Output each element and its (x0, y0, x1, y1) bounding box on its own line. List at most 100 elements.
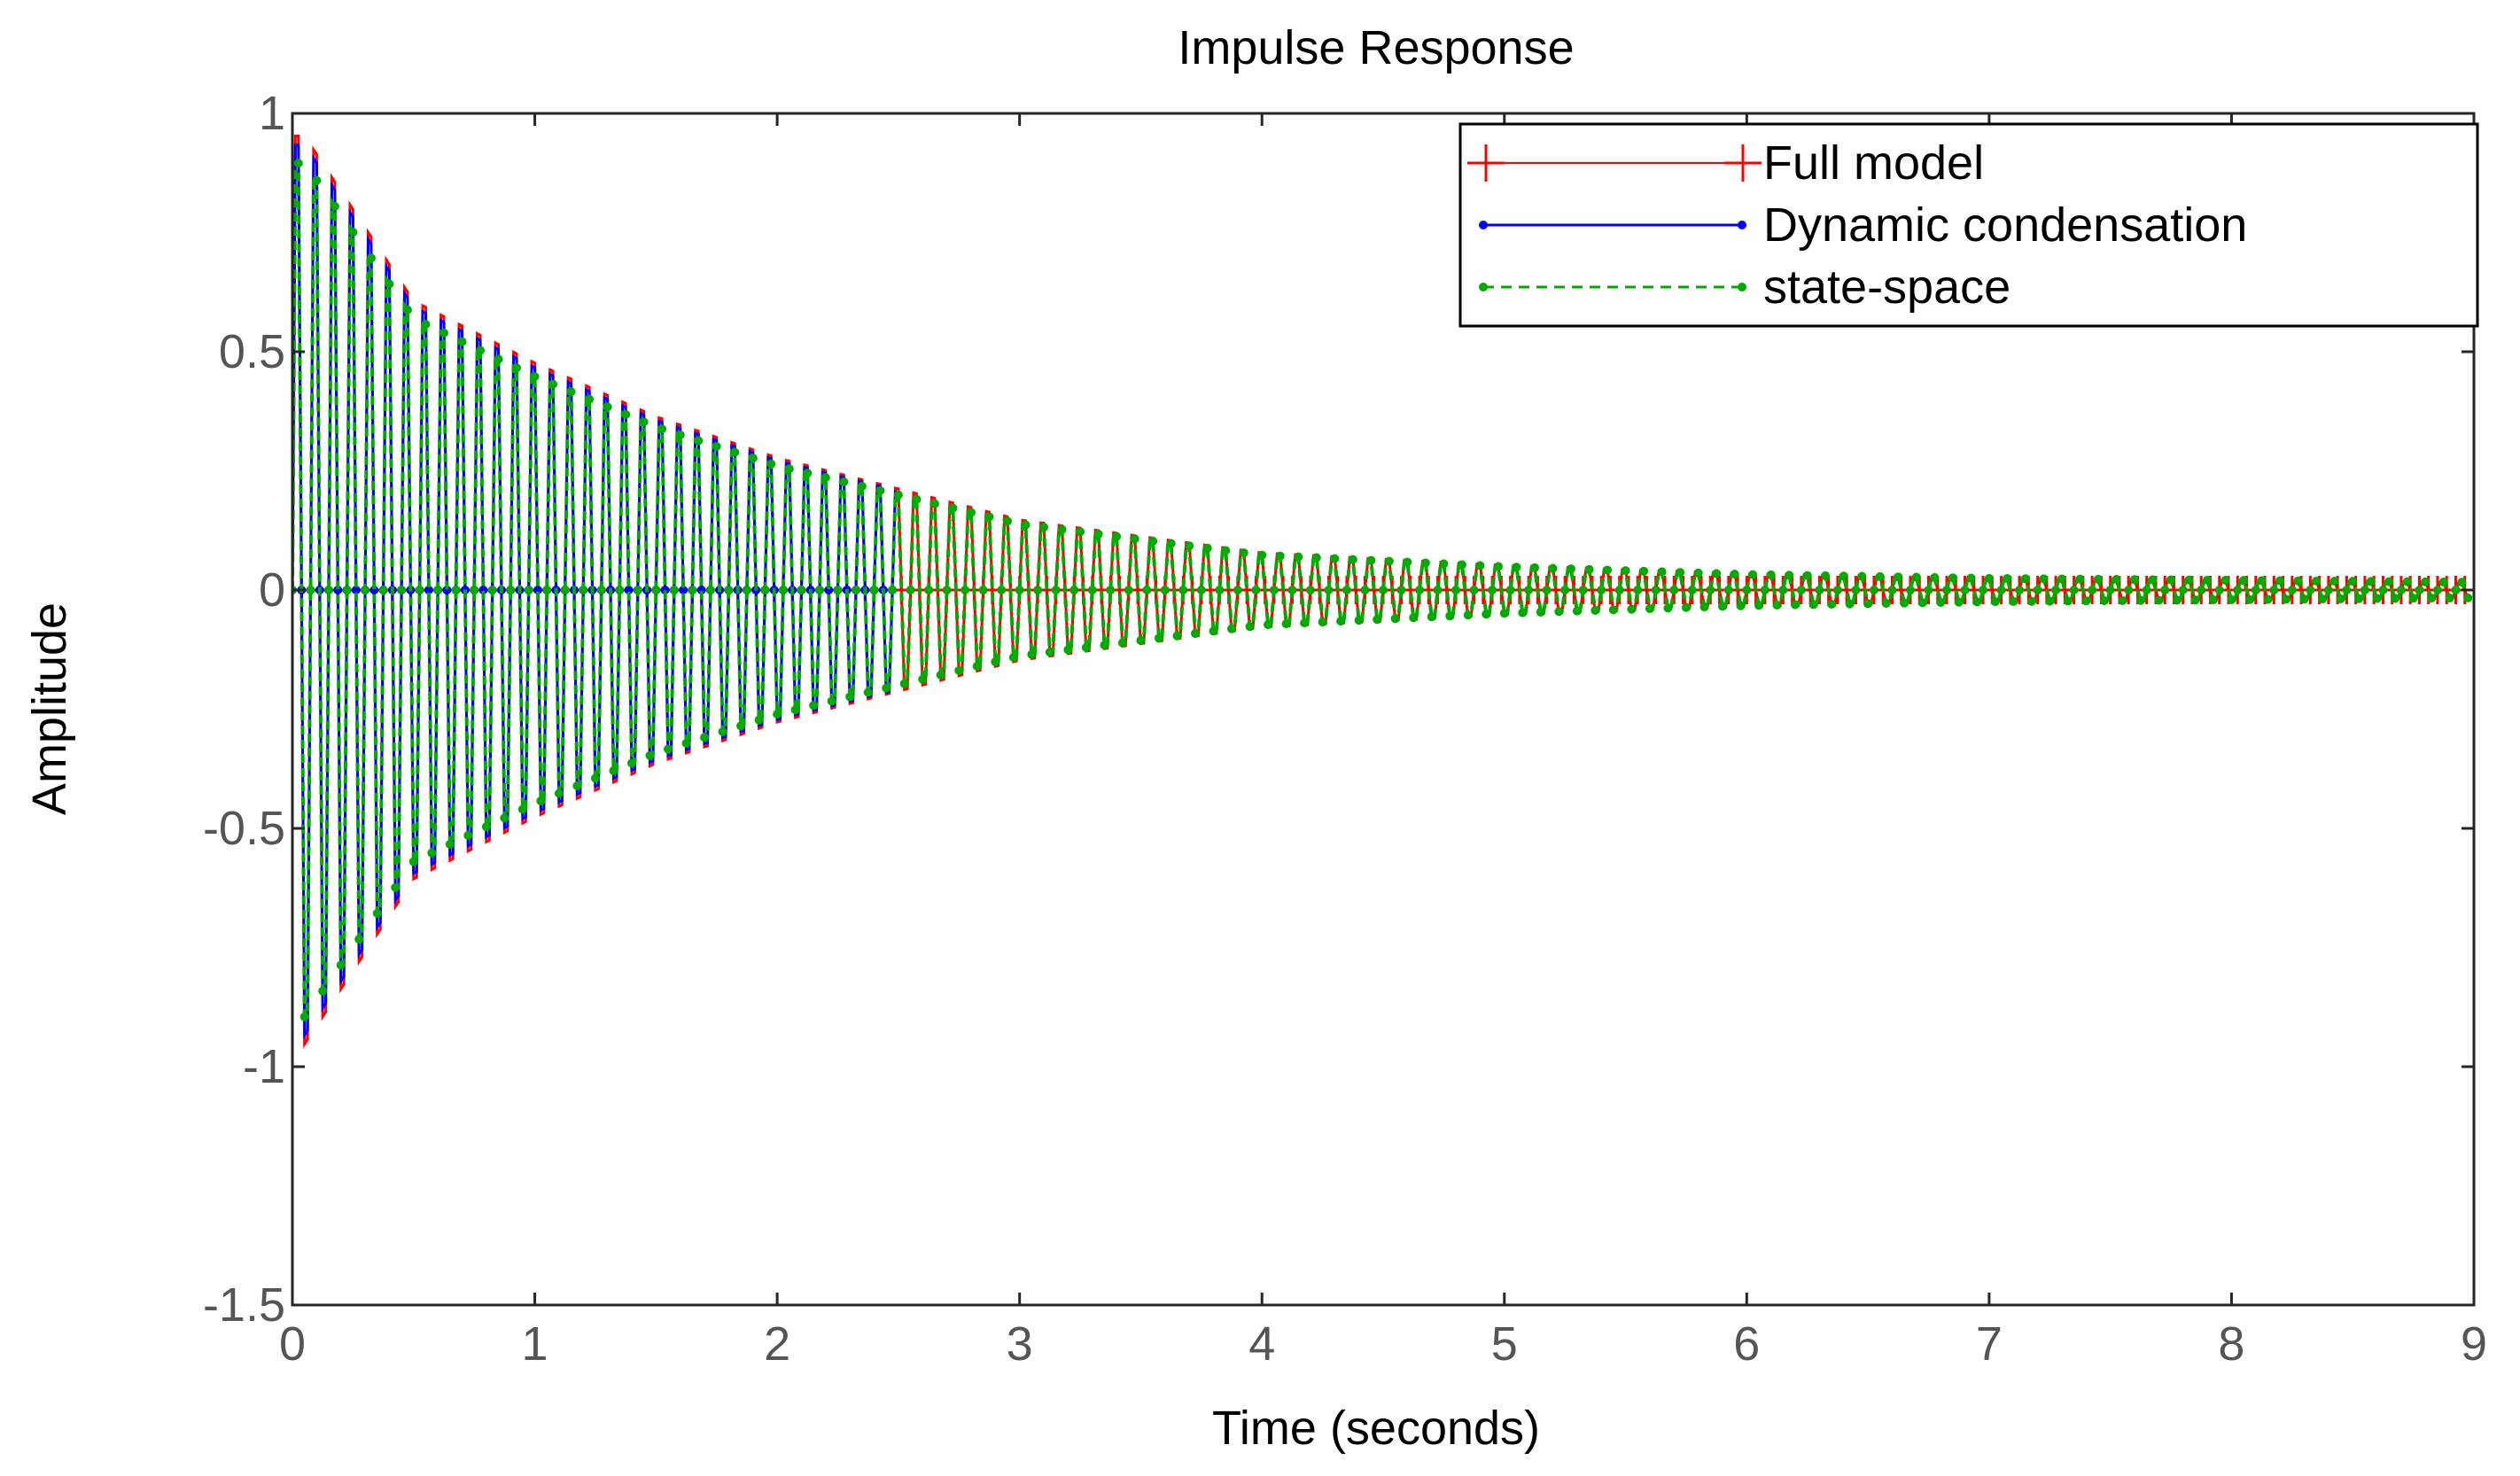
data-point-marker (681, 738, 691, 748)
data-point-marker (1172, 631, 1182, 641)
data-point-marker (318, 986, 328, 996)
data-point-marker (1396, 586, 1406, 594)
data-point-marker (966, 508, 976, 517)
data-point-marker (1330, 554, 1340, 563)
data-point-marker (948, 503, 958, 513)
data-point-marker (1560, 586, 1570, 594)
data-point-marker (2312, 576, 2322, 586)
data-point-marker (1433, 586, 1443, 594)
data-point-marker (530, 372, 540, 382)
data-point-marker (997, 586, 1007, 594)
data-point-marker (603, 402, 612, 412)
legend-marker-state-space-end (1738, 283, 1746, 291)
data-point-marker (2427, 594, 2437, 603)
data-point-marker (1051, 586, 1061, 594)
data-point-marker (1693, 568, 1703, 578)
data-point-marker (1336, 617, 1346, 626)
data-point-marker (2214, 586, 2224, 594)
data-point-marker (869, 586, 879, 594)
data-point-marker (2366, 577, 2376, 587)
data-point-marker (1760, 586, 1769, 594)
data-point-marker (2329, 576, 2339, 586)
data-point-marker (487, 586, 497, 594)
x-tick-label: 4 (1248, 1317, 1275, 1371)
data-point-marker (2130, 575, 2140, 585)
x-tick-label: 9 (2461, 1317, 2487, 1371)
data-point-marker (330, 201, 339, 211)
data-point-marker (1567, 564, 1576, 574)
data-point-marker (2026, 596, 2036, 606)
data-point-marker (2281, 594, 2291, 604)
data-point-marker (560, 586, 570, 594)
data-point-marker (2336, 594, 2345, 603)
data-point-marker (1100, 641, 1109, 650)
data-point-marker (439, 328, 448, 338)
data-point-marker (1524, 586, 1534, 594)
data-point-marker (615, 586, 625, 594)
data-point-marker (1093, 529, 1103, 539)
data-point-marker (694, 436, 704, 446)
data-point-marker (463, 831, 473, 841)
data-point-marker (1136, 635, 1146, 645)
data-point-marker (548, 379, 558, 389)
data-point-marker (421, 319, 431, 329)
data-point-marker (1033, 586, 1043, 594)
legend-marker-dynamic-condensation-end (1738, 221, 1746, 229)
data-point-marker (2099, 596, 2109, 606)
data-point-marker (324, 586, 334, 594)
y-tick-label: -1 (243, 1040, 285, 1093)
data-point-marker (1209, 626, 1218, 636)
data-point-marker (1499, 609, 1509, 618)
data-point-marker (1373, 615, 1382, 625)
data-point-marker (696, 586, 706, 594)
data-point-marker (978, 586, 988, 594)
data-point-marker (1039, 523, 1049, 532)
data-point-marker (906, 586, 915, 594)
data-point-marker (852, 586, 861, 594)
data-point-marker (1076, 527, 1085, 537)
data-point-marker (1384, 556, 1394, 566)
data-point-marker (2342, 586, 2352, 594)
data-point-marker (760, 586, 770, 594)
data-point-marker (657, 424, 667, 434)
data-point-marker (500, 813, 509, 823)
data-point-marker (1311, 553, 1321, 563)
data-point-marker (679, 586, 688, 594)
data-point-marker (2020, 574, 2030, 584)
data-point-marker (645, 750, 655, 760)
data-point-marker (624, 586, 634, 594)
data-point-marker (1930, 572, 1940, 582)
data-point-marker (1936, 598, 1946, 608)
data-point-marker (984, 512, 994, 522)
data-point-marker (784, 464, 794, 474)
data-point-marker (1845, 599, 1855, 609)
data-point-marker (961, 586, 970, 594)
x-tick-label: 3 (1007, 1317, 1033, 1371)
data-point-marker (1324, 586, 1334, 594)
data-point-marker (1409, 613, 1419, 623)
legend-entry-full-model: Full model (1467, 136, 1984, 190)
data-point-marker (626, 758, 636, 768)
data-point-marker (1021, 520, 1031, 530)
data-point-marker (2275, 576, 2285, 586)
data-point-marker (2451, 586, 2461, 594)
data-point-marker (1712, 569, 1722, 579)
data-point-marker (1081, 642, 1091, 652)
data-point-marker (1633, 586, 1643, 594)
data-point-marker (1857, 571, 1867, 581)
data-point-marker (1488, 586, 1497, 594)
data-point-marker (1439, 559, 1449, 569)
data-point-marker (2166, 575, 2176, 585)
data-point-marker (2348, 577, 2358, 587)
data-point-marker (2239, 576, 2249, 586)
data-point-marker (1669, 586, 1679, 594)
data-point-marker (669, 586, 679, 594)
x-tick-label: 2 (764, 1317, 790, 1371)
data-point-marker (2039, 574, 2049, 584)
data-point-marker (1887, 586, 1897, 594)
data-point-marker (1984, 573, 1994, 583)
data-point-marker (1730, 570, 1739, 579)
data-point-marker (351, 586, 361, 594)
data-point-marker (1518, 608, 1528, 618)
